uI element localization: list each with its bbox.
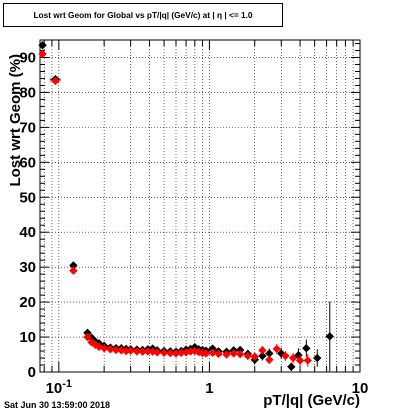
data-point [106, 345, 115, 354]
data-point [325, 332, 334, 341]
data-point [126, 346, 135, 355]
data-point [222, 350, 231, 359]
x-tick-label: 1 [205, 380, 213, 397]
data-point [152, 348, 162, 357]
y-tick-label: 50 [19, 189, 36, 206]
data-point [69, 266, 78, 275]
data-point [265, 349, 274, 358]
data-point [243, 351, 253, 361]
data-point [250, 352, 259, 361]
y-tick-label: 10 [19, 329, 36, 346]
data-point [69, 261, 78, 270]
data-point [288, 353, 298, 363]
data-point [143, 347, 153, 356]
y-tick-label: 70 [19, 119, 36, 136]
data-point [83, 332, 92, 342]
data-point [201, 349, 211, 358]
data-point [99, 344, 109, 353]
data-point [38, 41, 47, 50]
y-tick-label: 80 [19, 84, 36, 101]
data-point [258, 346, 267, 355]
data-point [38, 49, 47, 59]
plot-frame [39, 39, 361, 373]
data-point [111, 345, 121, 355]
y-tick-label: 20 [19, 294, 36, 311]
data-point [287, 362, 296, 371]
timestamp-label: Sat Jun 30 13:59:00 2018 [4, 400, 111, 410]
data-point [171, 349, 181, 358]
x-tick-label: 10-1 [46, 378, 72, 397]
data-point [51, 76, 60, 86]
data-point [303, 356, 312, 365]
data-point [208, 348, 217, 357]
series-0-points [38, 41, 334, 372]
data-point [214, 349, 223, 359]
data-point [166, 348, 175, 358]
x-axis-title: pT/|q| (GeV/c) [263, 392, 360, 409]
y-tick-label: 0 [28, 364, 36, 381]
data-point [132, 347, 142, 356]
data-point [302, 344, 311, 353]
y-tick-label: 40 [19, 224, 36, 241]
y-tick-label: 90 [19, 49, 36, 66]
series-1-points [38, 49, 312, 367]
data-point [313, 353, 322, 363]
data-point [295, 356, 305, 365]
x-axis-ticks: 10-1 1 10 [43, 40, 369, 397]
chart-title: Lost wrt Geom for Global vs pT/|q| (GeV/… [3, 3, 283, 27]
data-point [272, 344, 281, 354]
data-point [235, 349, 245, 359]
data-point [258, 351, 267, 361]
data-point [281, 351, 290, 361]
data-point [138, 347, 147, 356]
y-axis-title: Lost wrt Geom (%) [7, 54, 24, 187]
grid-lines [40, 40, 360, 372]
y-tick-label: 30 [19, 259, 36, 276]
data-point [159, 348, 169, 357]
x-tick-label: 10 [352, 380, 369, 397]
y-axis-ticks: 0 10 20 30 40 50 60 70 80 90 [19, 42, 360, 381]
y-tick-label: 60 [19, 154, 36, 171]
data-point [177, 348, 186, 357]
data-point [265, 355, 274, 364]
data-point [229, 349, 238, 358]
